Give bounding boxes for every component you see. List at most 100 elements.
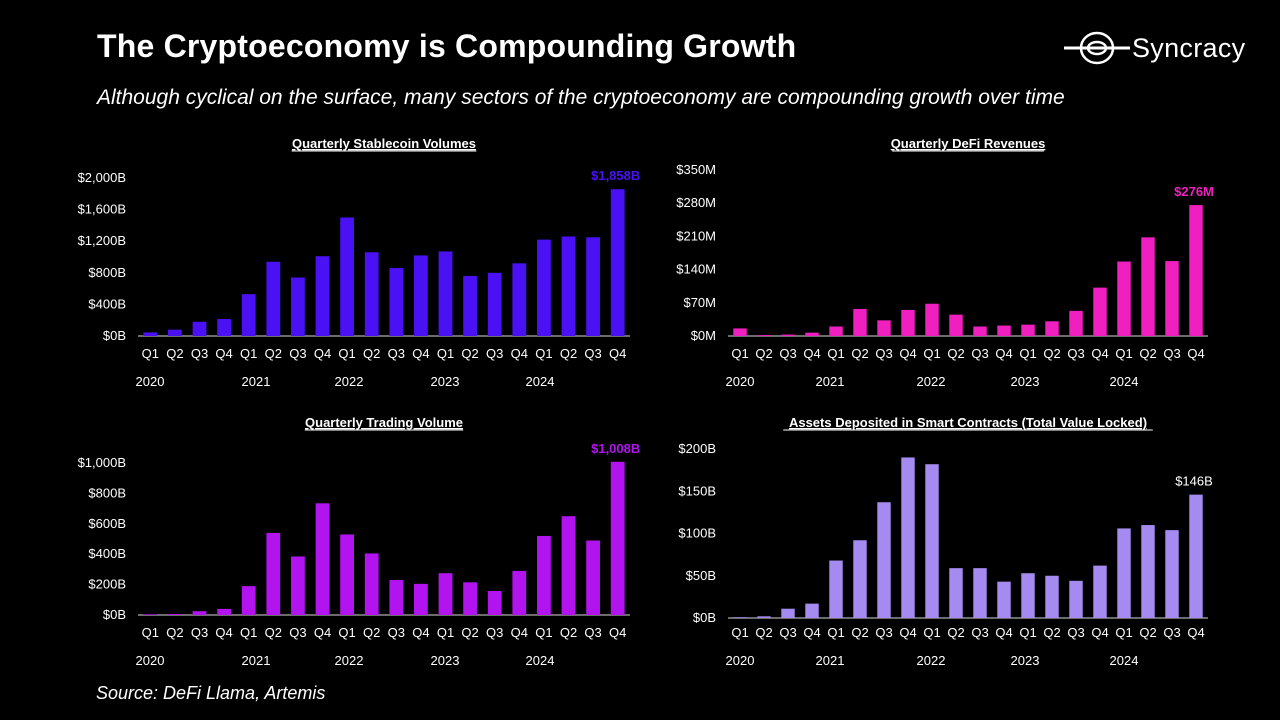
bar (438, 251, 453, 336)
x-tick-label: Q1 (437, 346, 454, 361)
bar (973, 568, 987, 618)
bar (877, 502, 891, 618)
x-tick-label: Q4 (412, 346, 429, 361)
x-tick-label: Q2 (755, 625, 772, 640)
x-tick-label: Q1 (240, 346, 257, 361)
tvl-chart: Assets Deposited in Smart Contracts (Tot… (630, 407, 1260, 687)
bar (340, 534, 354, 615)
bar (610, 461, 625, 615)
bar (805, 603, 819, 618)
x-tick-label: Q4 (995, 625, 1012, 640)
bar (733, 328, 747, 336)
y-tick-label: $100B (678, 526, 716, 541)
x-tick-label: Q4 (609, 346, 626, 361)
x-tick-label: Q3 (1067, 625, 1084, 640)
defi-revenue-chart: Quarterly DeFi Revenues $0M $70M $140M $210M… (630, 128, 1260, 408)
bar (192, 611, 207, 615)
bar (168, 329, 182, 336)
chart-title: Quarterly Trading Volume (305, 415, 463, 430)
x-tick-label: Q3 (971, 346, 988, 361)
chart-svg: Quarterly Trading Volume $0B $200B $400B $60… (78, 415, 641, 668)
bar (487, 272, 502, 336)
y-tick-label: $0B (103, 607, 126, 622)
bar (217, 319, 231, 336)
syncracy-logo: Syncracy (1064, 28, 1264, 68)
x-tick-label: Q2 (166, 625, 183, 640)
bar (853, 540, 867, 618)
x-tick-label: Q1 (1019, 346, 1036, 361)
bar (1093, 565, 1107, 618)
y-tick-label: $400B (88, 296, 126, 311)
bar (997, 581, 1011, 618)
x-tick-label: Q3 (486, 625, 503, 640)
x-tick-label: Q3 (1163, 346, 1180, 361)
y-tick-label: $350M (676, 162, 716, 177)
x-tick-label: Q1 (535, 625, 552, 640)
data-label: $146B (1175, 474, 1213, 489)
x-tick-label: Q4 (1091, 625, 1108, 640)
x-tick-label: Q1 (240, 625, 257, 640)
bar (925, 303, 939, 336)
bar (561, 236, 576, 336)
bar (291, 556, 305, 615)
y-tick-label: $200B (88, 577, 126, 592)
bar (266, 532, 281, 615)
year-label: 2023 (431, 374, 460, 389)
bar (1021, 324, 1035, 336)
year-label: 2020 (726, 374, 755, 389)
x-tick-label: Q1 (142, 346, 159, 361)
y-tick-label: $150B (678, 483, 716, 498)
x-tick-label: Q2 (947, 346, 964, 361)
year-label: 2020 (136, 374, 165, 389)
x-tick-label: Q2 (947, 625, 964, 640)
page-title: The Cryptoeconomy is Compounding Growth (97, 28, 797, 64)
x-tick-label: Q3 (779, 625, 796, 640)
y-tick-label: $0B (103, 328, 126, 343)
bar (291, 277, 305, 336)
year-label: 2024 (1110, 374, 1139, 389)
bar (438, 573, 453, 615)
bar (829, 326, 843, 336)
y-tick-label: $280M (676, 195, 716, 210)
chart-title: Assets Deposited in Smart Contracts (Tot… (789, 415, 1147, 430)
bar (487, 590, 502, 615)
x-tick-label: Q4 (215, 625, 232, 640)
bar (192, 321, 207, 336)
x-tick-label: Q4 (511, 625, 528, 640)
bar (1165, 261, 1179, 336)
bar (901, 457, 915, 618)
y-tick-label: $1,000B (78, 455, 126, 470)
x-tick-label: Q1 (923, 346, 940, 361)
bar (537, 535, 551, 615)
bar (586, 237, 600, 336)
x-tick-label: Q1 (827, 625, 844, 640)
x-tick-label: Q3 (1067, 346, 1084, 361)
x-tick-label: Q1 (731, 625, 748, 640)
bar (829, 560, 843, 618)
y-tick-label: $1,200B (78, 233, 126, 248)
bar (1045, 575, 1059, 618)
chart-svg: Quarterly DeFi Revenues $0M $70M $140M $210M… (676, 136, 1214, 389)
bar (340, 217, 354, 336)
x-tick-label: Q4 (314, 346, 331, 361)
bar (1045, 321, 1059, 336)
bar (143, 332, 158, 336)
y-tick-label: $0B (693, 610, 716, 625)
x-tick-label: Q3 (971, 625, 988, 640)
bar (1189, 205, 1203, 336)
x-tick-label: Q2 (363, 625, 380, 640)
bar (1117, 528, 1131, 618)
bar (877, 320, 891, 336)
x-tick-label: Q4 (1187, 625, 1204, 640)
x-tick-label: Q1 (731, 346, 748, 361)
year-label: 2021 (816, 653, 845, 668)
bar (414, 255, 428, 336)
x-tick-label: Q1 (827, 346, 844, 361)
year-label: 2024 (526, 653, 555, 668)
bar (1117, 261, 1131, 336)
bar (561, 516, 576, 615)
x-tick-label: Q1 (1115, 625, 1132, 640)
page-subtitle: Although cyclical on the surface, many s… (97, 86, 1065, 109)
y-tick-label: $2,000B (78, 170, 126, 185)
x-tick-label: Q2 (265, 625, 282, 640)
